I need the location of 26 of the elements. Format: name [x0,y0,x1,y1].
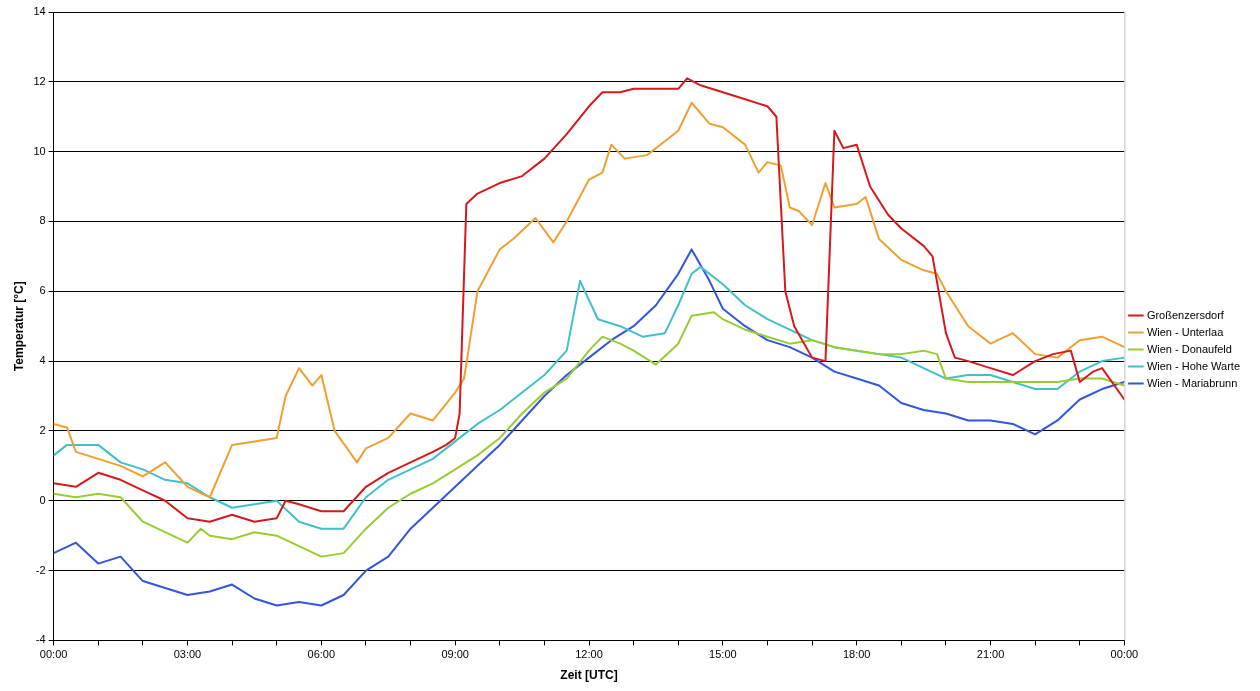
y-tick-label: 12 [33,74,46,87]
y-tick-label: 0 [39,493,46,506]
x-tick-label: 00:00 [1110,648,1139,661]
legend-label: Wien - Donaufeld [1146,342,1232,355]
y-tick-label: 4 [39,354,46,367]
y-tick-label: 10 [33,144,46,157]
y-tick-label: 6 [39,284,46,297]
legend-label: Wien - Unterlaa [1146,325,1225,338]
legend-label: Großenzersdorf [1146,308,1225,321]
x-tick-label: 15:00 [709,648,737,661]
x-tick-label: 00:00 [39,648,68,661]
x-tick-label: 09:00 [441,648,469,661]
y-axis-title: Temperatur [°C] [11,281,26,372]
x-tick-label: 21:00 [976,648,1005,661]
y-tick-label: 8 [39,214,46,227]
y-tick-label: 2 [39,423,46,436]
y-tick-label: 14 [33,5,46,18]
x-tick-label: 06:00 [307,648,336,661]
y-tick-label: -4 [35,633,46,646]
x-tick-label: 03:00 [173,648,202,661]
x-tick-label: 18:00 [842,648,871,661]
y-tick-label: -2 [35,563,46,576]
x-axis-title: Zeit [UTC] [560,668,618,683]
x-tick-label: 12:00 [575,648,603,661]
legend-label: Wien - Hohe Warte [1146,359,1241,372]
legend-label: Wien - Mariabrunn [1146,376,1238,389]
